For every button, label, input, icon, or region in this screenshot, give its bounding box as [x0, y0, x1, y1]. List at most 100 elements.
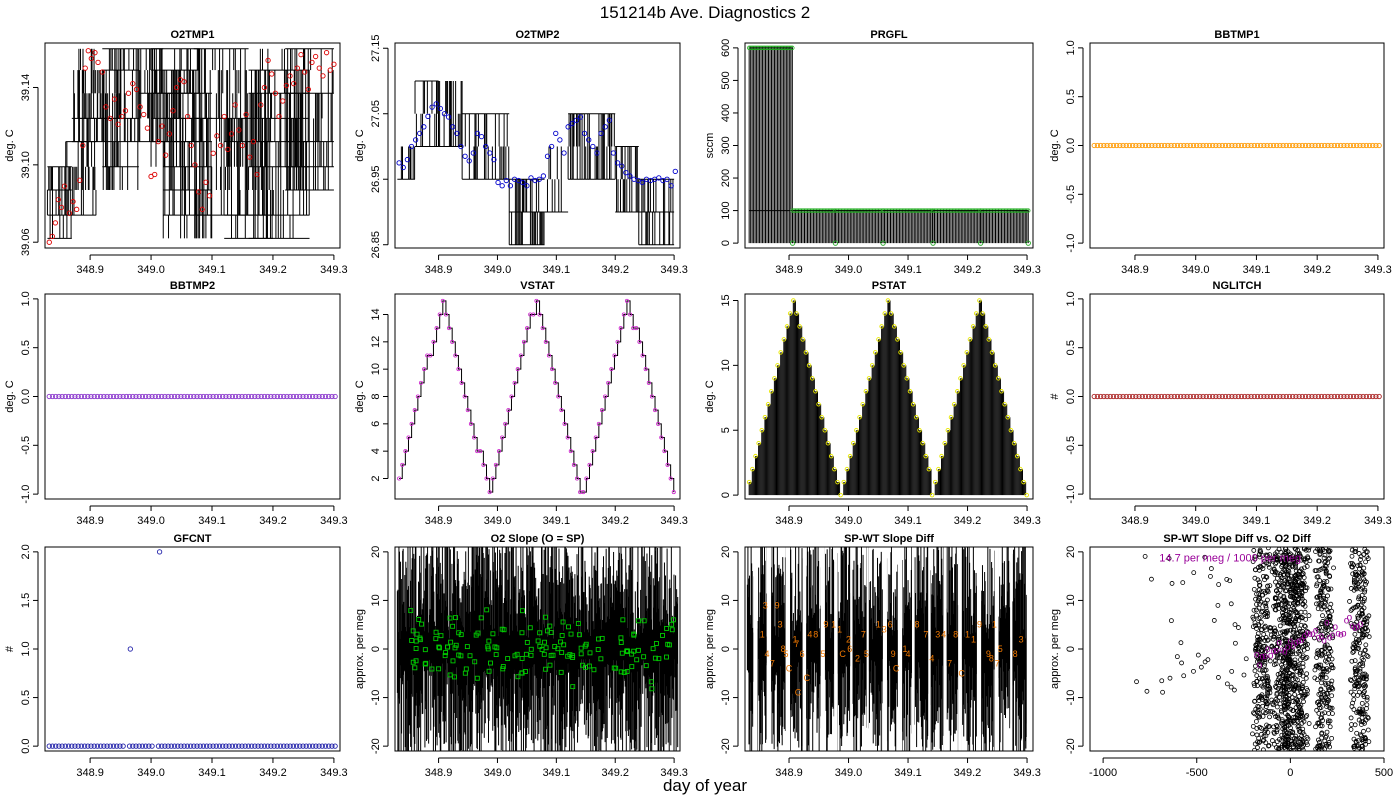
data-label: 1 [876, 620, 881, 630]
data-point [1350, 393, 1357, 400]
data-point [1300, 582, 1306, 588]
data-point [1288, 728, 1294, 734]
x-tick-label: 349.1 [198, 515, 226, 527]
x-tick-label: 349.0 [137, 515, 165, 527]
x-axis: 348.9 349.0 349.1 349.2 349.3 [425, 254, 688, 276]
data-point [1254, 591, 1259, 597]
data-point [1316, 699, 1321, 705]
data-point [1133, 393, 1139, 400]
data-point [319, 743, 325, 749]
data-point [1320, 547, 1326, 553]
data-point [1316, 711, 1322, 716]
x-tick-label: 348.9 [775, 515, 803, 527]
data-point [210, 393, 216, 400]
data-point [926, 466, 932, 472]
data-point [487, 490, 492, 495]
data-point [49, 393, 56, 400]
data-point [165, 743, 171, 749]
data-point [487, 150, 493, 156]
data-point [756, 440, 761, 446]
data-point [1299, 683, 1305, 689]
data-point [412, 665, 418, 671]
y-tick-label: 10 [720, 359, 732, 371]
data-point [126, 393, 133, 400]
data-point [583, 641, 589, 647]
data-point [627, 173, 633, 179]
data-point [542, 639, 548, 645]
data-point [553, 380, 558, 385]
data-point [835, 479, 840, 485]
y-axis-label: deg. C [354, 380, 366, 412]
data-point [1261, 600, 1267, 606]
x-tick-label: 349.3 [1013, 515, 1041, 527]
data-point [1210, 142, 1216, 149]
data-point [1318, 705, 1324, 710]
data-point [857, 415, 862, 420]
data-point [599, 635, 605, 641]
data-point [1317, 593, 1322, 599]
data-point [586, 137, 592, 143]
data-point [543, 339, 548, 344]
data-point [1288, 645, 1294, 651]
data-point [139, 743, 146, 749]
data-point [920, 440, 925, 446]
data-point [1323, 741, 1329, 747]
x-tick-label: 348.9 [775, 767, 803, 779]
data-point [653, 408, 658, 413]
data-point [53, 743, 59, 749]
data-point [1319, 723, 1325, 729]
data-point [1024, 492, 1029, 498]
data-point [541, 651, 547, 657]
data-point [939, 453, 944, 459]
data-point [797, 324, 802, 329]
data-point [528, 652, 534, 658]
data-point [989, 350, 995, 355]
x-tick-label: 348.9 [425, 767, 453, 779]
data-point [1287, 609, 1293, 615]
data-point [419, 621, 425, 627]
data-point [280, 98, 286, 104]
data-point [1286, 612, 1292, 618]
data-point [929, 492, 935, 498]
data-point [1287, 663, 1292, 669]
data-point [1276, 599, 1281, 605]
data-point [412, 408, 417, 413]
data-point [671, 490, 676, 495]
data-point [1254, 651, 1260, 657]
data-point [596, 421, 601, 426]
data-label: 3 [1019, 634, 1024, 644]
data-point [1280, 569, 1286, 575]
data-point [488, 660, 493, 666]
data-point [1290, 142, 1296, 149]
data-point [250, 138, 257, 145]
gap [928, 547, 931, 751]
data-point [1267, 624, 1273, 630]
data-point [175, 743, 181, 749]
data-point [1272, 571, 1278, 577]
data-point [973, 311, 979, 316]
data-point [1256, 698, 1262, 703]
data-point [847, 453, 853, 459]
data-point [462, 153, 468, 159]
data-point [1338, 142, 1344, 149]
y-axis: -20 -10 0 10 20 [720, 546, 739, 754]
data-point [1265, 675, 1271, 681]
data-point [210, 743, 216, 749]
data-point [450, 124, 456, 130]
data-point [1146, 393, 1152, 400]
data-point [1272, 631, 1278, 637]
data-point [1279, 635, 1285, 641]
data-point [1316, 720, 1322, 726]
data-point [590, 143, 596, 150]
data-point [1253, 648, 1259, 654]
data-point [450, 658, 456, 664]
data-point [568, 449, 573, 454]
x-tick-label: 349.0 [835, 767, 863, 779]
data-point [287, 743, 293, 749]
data-point [561, 642, 567, 648]
data-point [910, 402, 916, 407]
data-point [436, 666, 442, 672]
data-point [1285, 737, 1291, 743]
plot-area [397, 298, 676, 495]
